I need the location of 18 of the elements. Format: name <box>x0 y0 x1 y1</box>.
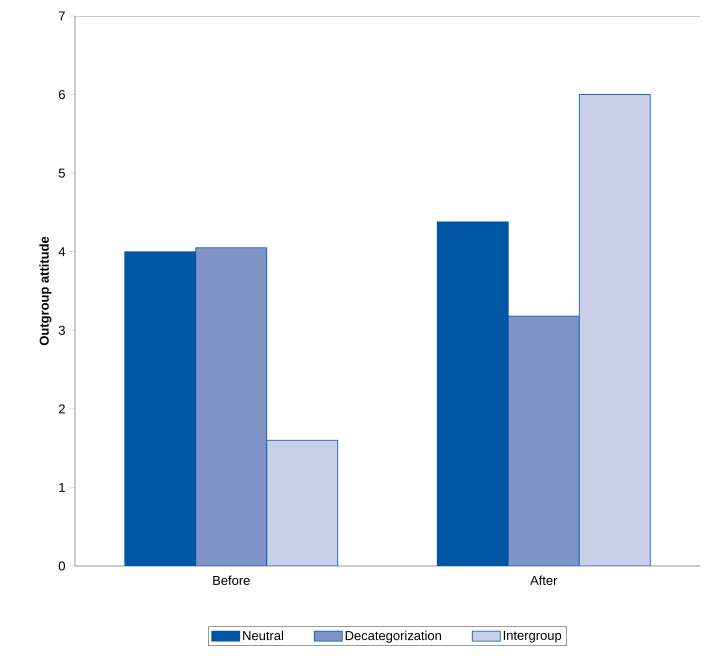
legend-label: Decategorization <box>346 630 441 643</box>
bar <box>578 94 651 566</box>
x-tick-label: Before <box>213 576 250 586</box>
bar <box>266 440 338 566</box>
y-tick-label: 3 <box>58 326 65 335</box>
y-tick-label: 1 <box>59 482 65 492</box>
x-tick-label: After <box>530 576 558 586</box>
y-tick-label: 0 <box>58 561 65 571</box>
y-tick-label: 5 <box>58 168 65 178</box>
y-tick-label: 4 <box>58 247 66 256</box>
y-tick-label: 6 <box>58 90 65 100</box>
y-tick-label: 2 <box>58 404 65 414</box>
bar <box>508 316 580 566</box>
bar <box>195 247 268 566</box>
y-tick-label: 7 <box>58 12 65 20</box>
legend-label: Intergroup <box>504 630 562 643</box>
legend-label: Neutral <box>243 630 284 640</box>
y-axis-title: Outgroup attitude <box>39 236 52 346</box>
